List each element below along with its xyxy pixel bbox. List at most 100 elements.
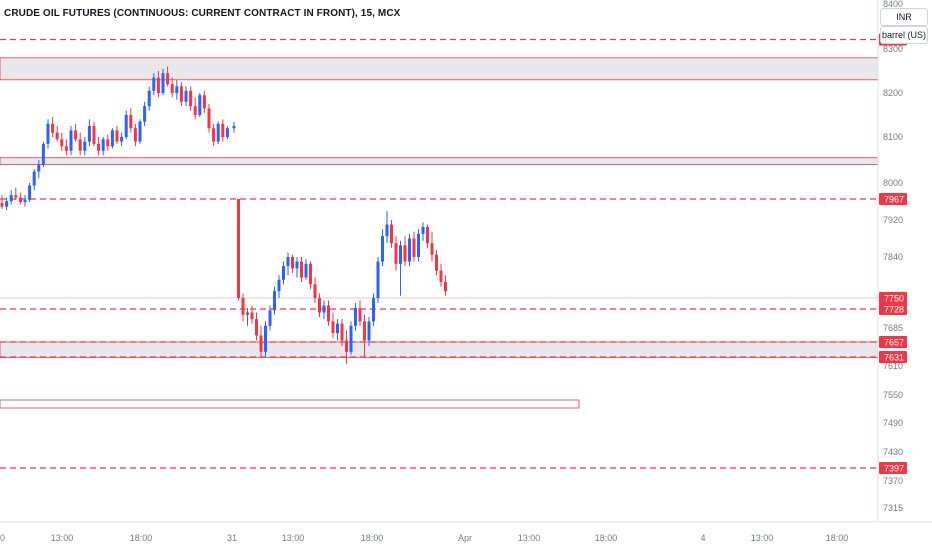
candle-body bbox=[372, 298, 375, 322]
candle-body bbox=[259, 335, 263, 352]
candle-body bbox=[207, 108, 211, 129]
candle-body bbox=[23, 199, 27, 203]
candle-body bbox=[9, 195, 13, 202]
candle-body bbox=[300, 261, 303, 278]
price-label-bg bbox=[879, 336, 907, 348]
price-axis: 8400 8300 8200 8100 8000 7920 7840 7685 7610 7550… bbox=[883, 0, 903, 513]
candle-body bbox=[74, 130, 78, 140]
candle-body bbox=[60, 139, 64, 147]
candle-body bbox=[156, 77, 160, 93]
time-tick-label: 18:00 bbox=[826, 533, 849, 543]
annotation-rectangle bbox=[0, 399, 580, 409]
price-tick-label: 7685 bbox=[883, 323, 903, 333]
candle-body bbox=[354, 308, 357, 326]
candle-body bbox=[282, 266, 285, 280]
candle-body bbox=[237, 199, 240, 298]
price-label: 7397 bbox=[884, 464, 904, 474]
time-axis: 0 13:00 18:00 31 13:00 18:00 Apr 13:00 18:00 4 13:… bbox=[0, 533, 848, 543]
candle-body bbox=[327, 305, 330, 322]
candle-body bbox=[110, 130, 114, 147]
candle-body bbox=[403, 245, 407, 262]
candle-body bbox=[152, 77, 156, 91]
support-resistance-zone bbox=[0, 157, 879, 165]
chart-title: CRUDE OIL FUTURES (CONTINUOUS: CURRENT C… bbox=[4, 8, 401, 19]
price-label: 7657 bbox=[884, 338, 904, 348]
candle-body bbox=[426, 226, 429, 244]
price-label-bg bbox=[879, 462, 907, 474]
candle-body bbox=[129, 115, 133, 129]
candle-body bbox=[349, 325, 353, 352]
candle-body bbox=[115, 130, 119, 142]
price-tick-label: 7840 bbox=[883, 252, 903, 262]
candle-body bbox=[358, 308, 362, 322]
candle-body bbox=[175, 86, 179, 93]
candle-body bbox=[143, 106, 147, 122]
unit-selector[interactable]: barrel (US) bbox=[880, 26, 928, 44]
candle-body bbox=[32, 171, 36, 186]
candle-body bbox=[435, 254, 438, 271]
candle-body bbox=[399, 245, 402, 264]
candle-body bbox=[264, 325, 267, 352]
candle-body bbox=[246, 312, 249, 315]
candle-body bbox=[51, 123, 55, 133]
candle-body bbox=[161, 73, 165, 93]
candle-body bbox=[291, 257, 294, 269]
price-label-bg bbox=[879, 292, 907, 304]
candle-body bbox=[385, 224, 389, 237]
support-resistance-zone bbox=[0, 57, 879, 81]
candle-body bbox=[363, 321, 366, 341]
zone-layer bbox=[0, 57, 879, 409]
candle-body bbox=[14, 195, 18, 198]
candle-body bbox=[381, 236, 384, 262]
candle-body bbox=[184, 90, 188, 102]
candle-body bbox=[133, 128, 137, 142]
support-resistance-zone bbox=[0, 341, 879, 358]
price-tick-label: 7370 bbox=[883, 476, 903, 486]
candle-body bbox=[92, 126, 96, 144]
candle-body bbox=[55, 132, 59, 140]
price-tick-label: 8100 bbox=[883, 132, 903, 142]
price-tick-label: 7550 bbox=[883, 390, 903, 400]
candle-body bbox=[28, 185, 32, 200]
price-tick-label: 7430 bbox=[883, 447, 903, 457]
price-label: 7728 bbox=[884, 305, 904, 315]
candle-body bbox=[255, 319, 258, 336]
candle-layer bbox=[0, 66, 447, 364]
time-tick-label: 18:00 bbox=[130, 533, 153, 543]
candle-body bbox=[376, 261, 380, 298]
price-tick-label: 7315 bbox=[883, 503, 903, 513]
candle-body bbox=[166, 73, 170, 85]
price-tick-label: 7610 bbox=[883, 361, 903, 371]
candle-body bbox=[367, 321, 371, 341]
time-tick-label: 0 bbox=[0, 533, 5, 543]
candle-body bbox=[304, 263, 308, 278]
candle-body bbox=[439, 270, 443, 283]
candle-body bbox=[313, 284, 317, 298]
candle-body bbox=[232, 126, 236, 129]
candle-body bbox=[212, 128, 216, 142]
candle-body bbox=[46, 123, 50, 144]
candle-body bbox=[318, 298, 321, 313]
candle-body bbox=[336, 323, 339, 333]
candle-body bbox=[138, 121, 142, 142]
candle-body bbox=[216, 123, 220, 142]
candle-body bbox=[0, 203, 4, 207]
time-tick-label: 4 bbox=[700, 533, 705, 543]
candle-body bbox=[18, 197, 22, 203]
candle-body bbox=[250, 312, 254, 320]
time-tick-label: 13:00 bbox=[518, 533, 541, 543]
candle-body bbox=[5, 201, 9, 207]
candle-body bbox=[101, 139, 105, 151]
candle-body bbox=[412, 238, 416, 257]
price-tick-label: 7920 bbox=[883, 215, 903, 225]
candle-body bbox=[41, 143, 45, 165]
candle-body bbox=[64, 146, 68, 151]
candle-body bbox=[147, 90, 151, 107]
time-tick-label: 13:00 bbox=[751, 533, 774, 543]
price-label-bg bbox=[879, 193, 907, 205]
time-tick-label: 13:00 bbox=[51, 533, 74, 543]
candle-body bbox=[430, 243, 434, 255]
currency-selector[interactable]: INR bbox=[880, 8, 928, 26]
